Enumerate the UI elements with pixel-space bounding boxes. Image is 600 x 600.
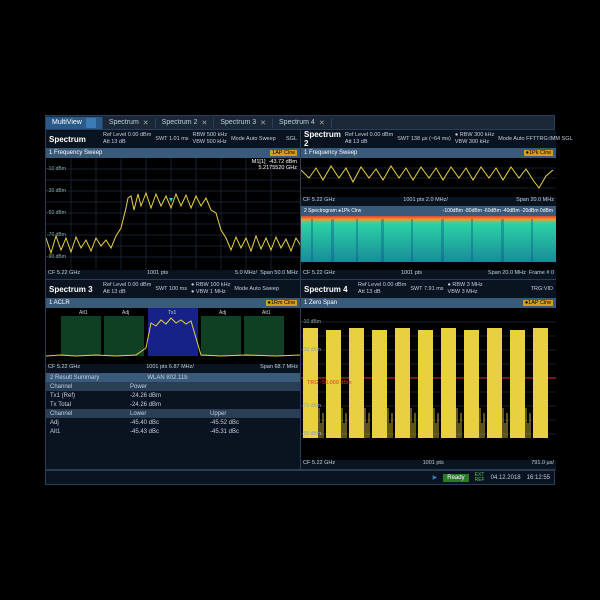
frequency-sweep-plot[interactable]: M1[1] -43.72 dBm5.2175520 GHz -10 dBm -3… bbox=[46, 158, 300, 279]
trace-4: TRG -50.000 dBm bbox=[301, 308, 556, 453]
tab-spectrum-2[interactable]: Spectrum 2✕ bbox=[156, 118, 215, 128]
svg-text:Alt1: Alt1 bbox=[262, 310, 271, 316]
ext-ref: EXT REF bbox=[475, 473, 485, 483]
tab-multiview[interactable]: MultiView bbox=[46, 117, 103, 129]
spectrogram[interactable]: CF 5.22 GHz1001 ptsSpan 20.0 MHz Frame #… bbox=[301, 216, 556, 279]
svg-text:Alt1: Alt1 bbox=[79, 310, 88, 316]
time: 16:12:55 bbox=[527, 475, 550, 481]
progress-dot: ▶ bbox=[433, 474, 438, 481]
close-icon[interactable]: ✕ bbox=[319, 119, 325, 127]
trigger-label: TRG -50.000 dBm bbox=[307, 380, 352, 386]
result-summary-table: 2 Result SummaryWLAN 802.11b ChannelPowe… bbox=[46, 373, 300, 436]
ready-indicator: Ready bbox=[443, 474, 468, 482]
panel-header: Spectrum 3 Ref Level 0.00 dBmAtt 13 dB S… bbox=[46, 280, 300, 298]
freq-sweep-plot-2[interactable]: CF 5.22 GHz1001 pts 2.0 MHz/Span 20.0 MH… bbox=[301, 158, 556, 206]
spectrogram-image bbox=[301, 216, 556, 271]
close-icon[interactable]: ✕ bbox=[260, 119, 266, 127]
zero-span-plot[interactable]: TRG -50.000 dBm -10 dBm -30 dBm -70 dBm … bbox=[301, 308, 556, 469]
status-bar: ▶ Ready EXT REF 04.12.2018 16:12:55 bbox=[46, 470, 554, 484]
panel-spectrum-2: Spectrum 2 Ref Level 0.00 dBmAtt 13 dB S… bbox=[301, 130, 556, 280]
aclr-plot[interactable]: Alt1AdjTx1AdjAlt1 CF 5.22 GHz1001 pts 6.… bbox=[46, 308, 300, 373]
tab-spectrum-4[interactable]: Spectrum 4✕ bbox=[273, 118, 332, 128]
multiview-icon bbox=[86, 118, 96, 128]
panel-header: Spectrum 4 Ref Level 0.00 dBmAtt 13 dB S… bbox=[301, 280, 556, 298]
trace-2 bbox=[301, 158, 556, 197]
panel-spectrum-1: Spectrum Ref Level 0.00 dBmAtt 13 dB SWT… bbox=[46, 130, 300, 280]
panel-header: Spectrum 2 Ref Level 0.00 dBmAtt 13 dB S… bbox=[301, 130, 556, 148]
trace-1 bbox=[46, 158, 300, 271]
svg-text:Tx1: Tx1 bbox=[168, 310, 177, 316]
date: 04.12.2018 bbox=[491, 475, 521, 481]
tab-spectrum[interactable]: Spectrum✕ bbox=[103, 118, 156, 128]
panel-spectrum-4: Spectrum 4 Ref Level 0.00 dBmAtt 13 dB S… bbox=[301, 280, 556, 470]
tab-spectrum-3[interactable]: Spectrum 3✕ bbox=[214, 118, 273, 128]
close-icon[interactable]: ✕ bbox=[143, 119, 149, 127]
svg-text:Adj: Adj bbox=[122, 310, 129, 316]
quad-view: Spectrum Ref Level 0.00 dBmAtt 13 dB SWT… bbox=[46, 130, 554, 470]
marker-readout: M1[1] -43.72 dBm5.2175520 GHz bbox=[252, 159, 297, 171]
panel-header: Spectrum Ref Level 0.00 dBmAtt 13 dB SWT… bbox=[46, 130, 300, 148]
analyzer-window: MultiView Spectrum✕ Spectrum 2✕ Spectrum… bbox=[45, 115, 555, 485]
trace-aclr: Alt1 Adj Tx1 Adj Alt1 bbox=[46, 308, 300, 364]
svg-text:Adj: Adj bbox=[219, 310, 226, 316]
close-icon[interactable]: ✕ bbox=[201, 119, 207, 127]
tab-bar: MultiView Spectrum✕ Spectrum 2✕ Spectrum… bbox=[46, 116, 554, 130]
panel-spectrum-3: Spectrum 3 Ref Level 0.00 dBmAtt 13 dB S… bbox=[46, 280, 300, 470]
